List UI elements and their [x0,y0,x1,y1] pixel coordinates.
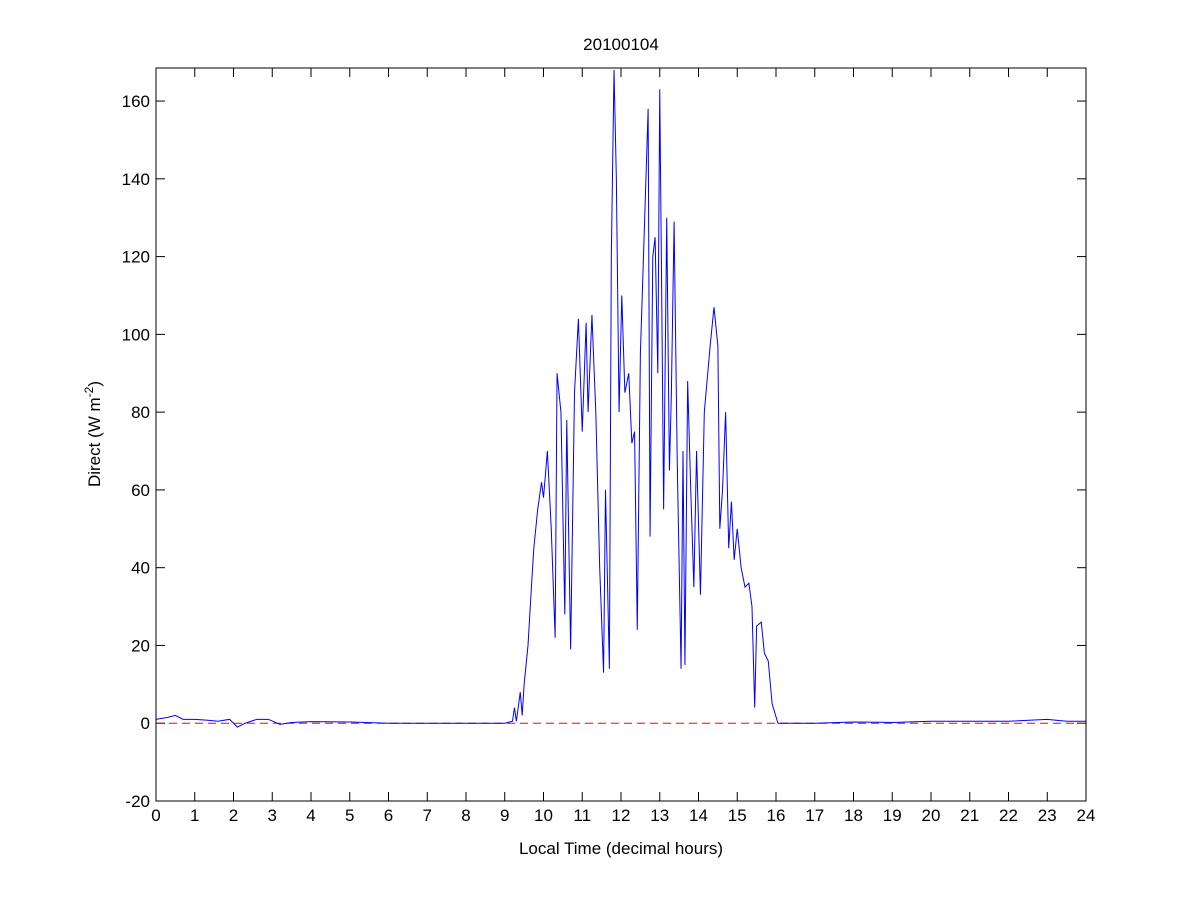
y-tick-label: 60 [131,481,150,500]
x-tick-label: 15 [728,806,747,825]
x-tick-label: 21 [960,806,979,825]
y-axis-label-sup: -2 [82,386,96,397]
x-tick-label: 22 [999,806,1018,825]
x-tick-label: 5 [345,806,354,825]
x-tick-label: 7 [423,806,432,825]
x-tick-label: 3 [268,806,277,825]
x-tick-label: 6 [384,806,393,825]
y-tick-label: 40 [131,559,150,578]
y-tick-label: 0 [141,714,150,733]
y-tick-label: 80 [131,403,150,422]
y-axis-label: Direct (W m-2) [82,381,104,487]
x-tick-label: 13 [650,806,669,825]
y-axis-label-suffix: ) [85,381,104,387]
plot-frame [155,67,1087,802]
x-tick-label: 14 [689,806,708,825]
y-tick-label: -20 [125,792,150,811]
x-tick-label: 11 [573,806,591,825]
x-tick-label: 8 [461,806,470,825]
x-tick-label: 12 [612,806,631,825]
y-tick-label: 120 [122,248,150,267]
x-tick-label: 4 [306,806,315,825]
y-axis-label-text: Direct (W m [85,397,104,487]
x-tick-label: 9 [500,806,509,825]
x-tick-label: 20 [922,806,941,825]
x-tick-label: 23 [1038,806,1057,825]
y-tick-label: 100 [122,325,150,344]
x-tick-label: 10 [534,806,553,825]
x-tick-label: 2 [229,806,238,825]
data-line [155,69,1086,728]
chart-title: 20100104 [583,35,659,54]
y-tick-label: 160 [122,92,150,111]
x-tick-label: 16 [767,806,786,825]
y-tick-label: 140 [122,170,150,189]
x-tick-label: 17 [805,806,824,825]
x-tick-label: 1 [190,806,199,825]
x-tick-label: 18 [844,806,863,825]
x-tick-label: 24 [1077,806,1096,825]
x-axis-label: Local Time (decimal hours) [519,839,723,858]
x-tick-label: 19 [883,806,902,825]
x-tick-label: 0 [151,806,160,825]
y-tick-label: 20 [131,636,150,655]
